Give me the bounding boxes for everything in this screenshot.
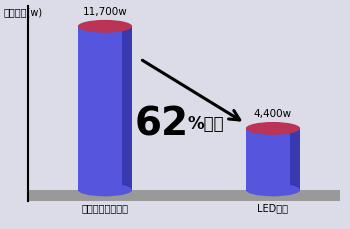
Ellipse shape [246,123,300,135]
Polygon shape [246,129,300,190]
Polygon shape [290,129,300,190]
Ellipse shape [78,184,132,196]
Text: 11,700w: 11,700w [83,7,127,17]
Text: 62: 62 [135,105,189,143]
Ellipse shape [78,21,132,34]
Text: 省エネタイプ照明: 省エネタイプ照明 [82,203,128,213]
Text: %削減: %削減 [187,115,224,133]
Text: LED照明: LED照明 [258,203,288,213]
Ellipse shape [246,184,300,196]
Polygon shape [78,27,132,190]
Polygon shape [122,27,132,190]
Text: 4,400w: 4,400w [254,108,292,118]
Polygon shape [28,190,340,202]
Text: 消費電力(w): 消費電力(w) [4,7,43,17]
